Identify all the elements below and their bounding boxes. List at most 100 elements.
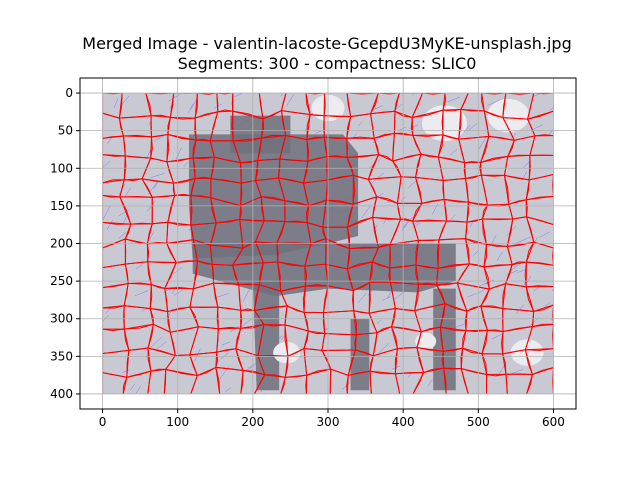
x-tick-label: 600	[542, 415, 565, 429]
light-regions	[273, 94, 544, 366]
flow-line	[449, 148, 458, 156]
flow-line	[120, 95, 130, 106]
flow-line	[105, 307, 111, 314]
segment-cell	[190, 366, 221, 394]
segmented-image	[102, 93, 554, 394]
flow-line	[402, 216, 413, 230]
flow-line	[106, 219, 113, 230]
x-tick-label: 500	[467, 415, 490, 429]
flow-line	[478, 136, 487, 150]
flow-line	[102, 205, 111, 220]
chart-title: Merged Image - valentin-lacoste-GcepdU3M…	[82, 34, 571, 53]
y-tick-label: 200	[50, 237, 73, 251]
flow-line	[533, 287, 540, 292]
flow-line	[106, 136, 113, 145]
flow-line	[183, 161, 189, 168]
flow-line	[407, 372, 412, 378]
flow-line	[432, 203, 438, 215]
flow-line	[455, 323, 465, 328]
flow-line	[175, 147, 182, 160]
segment-cell	[412, 367, 447, 394]
segment-cell	[102, 221, 132, 249]
flow-line	[102, 314, 109, 322]
x-tick-label: 400	[392, 415, 415, 429]
y-tick-label: 350	[50, 349, 73, 363]
flow-line	[399, 127, 406, 131]
flow-line	[151, 336, 163, 348]
flow-line	[487, 99, 501, 106]
y-tick-label: 250	[50, 274, 73, 288]
flow-line	[550, 106, 554, 111]
light-region	[487, 98, 530, 133]
light-region	[510, 339, 544, 366]
flow-line	[413, 220, 420, 225]
flow-line	[522, 160, 531, 169]
flow-line	[135, 386, 141, 394]
flow-line	[229, 326, 240, 332]
light-region	[421, 105, 467, 142]
flow-line	[376, 319, 382, 324]
flow-line	[349, 133, 358, 141]
flow-line	[371, 172, 384, 184]
dark-region	[433, 288, 456, 391]
segment-cell	[102, 372, 128, 394]
segment-cell	[505, 373, 534, 394]
segment-boundaries	[102, 93, 554, 394]
flow-line	[373, 192, 384, 200]
flow-line	[491, 333, 504, 340]
x-tick-label: 0	[99, 415, 107, 429]
flow-line	[459, 125, 471, 138]
segment-cell	[102, 135, 126, 157]
flow-line	[490, 234, 497, 246]
flow-line	[118, 232, 126, 239]
flow-line	[427, 379, 433, 387]
flow-line	[357, 293, 367, 304]
segment-cell	[102, 194, 132, 225]
y-tick-label: 0	[65, 86, 73, 100]
segment-cell	[102, 349, 130, 378]
flow-line	[522, 281, 526, 289]
flow-line	[357, 121, 363, 127]
segment-cell	[394, 372, 425, 394]
segment-cell	[215, 366, 244, 394]
flow-line	[118, 209, 130, 217]
segment-cell	[147, 368, 167, 394]
segment-cell	[253, 374, 286, 394]
flow-line	[477, 288, 486, 295]
segment-cell	[329, 368, 349, 394]
flow-line	[539, 231, 550, 238]
chart-subtitle: Segments: 300 - compactness: SLIC0	[178, 54, 477, 73]
flow-line	[544, 301, 551, 307]
dark-region	[188, 134, 359, 259]
segment-cell	[280, 374, 308, 394]
flow-line	[102, 160, 111, 168]
light-region	[273, 341, 301, 364]
segment-cell	[102, 263, 129, 289]
y-tick-label: 50	[58, 124, 73, 138]
dark-region	[230, 115, 291, 154]
flow-line	[512, 369, 524, 374]
flow-line	[407, 177, 420, 189]
segment-cell	[102, 305, 125, 330]
flow-line	[505, 269, 518, 276]
flow-line	[134, 290, 149, 296]
flow-line	[135, 264, 143, 270]
x-tick-label: 300	[317, 415, 340, 429]
flow-line	[509, 263, 522, 272]
flow-line	[516, 236, 531, 244]
flow-line	[286, 94, 294, 106]
flow-line	[141, 307, 148, 312]
x-axis: 0 100 200 300 400 500 600	[99, 409, 565, 429]
flow-line	[242, 288, 250, 302]
flow-line	[510, 133, 516, 140]
flow-line	[194, 348, 201, 362]
flow-line	[412, 93, 415, 96]
flow-line	[447, 214, 456, 224]
segment-cell	[102, 154, 127, 184]
flow-line	[224, 387, 232, 393]
flow-line	[233, 93, 244, 98]
flow-line	[187, 103, 194, 114]
y-tick-label: 150	[50, 199, 73, 213]
flow-line	[125, 187, 132, 197]
